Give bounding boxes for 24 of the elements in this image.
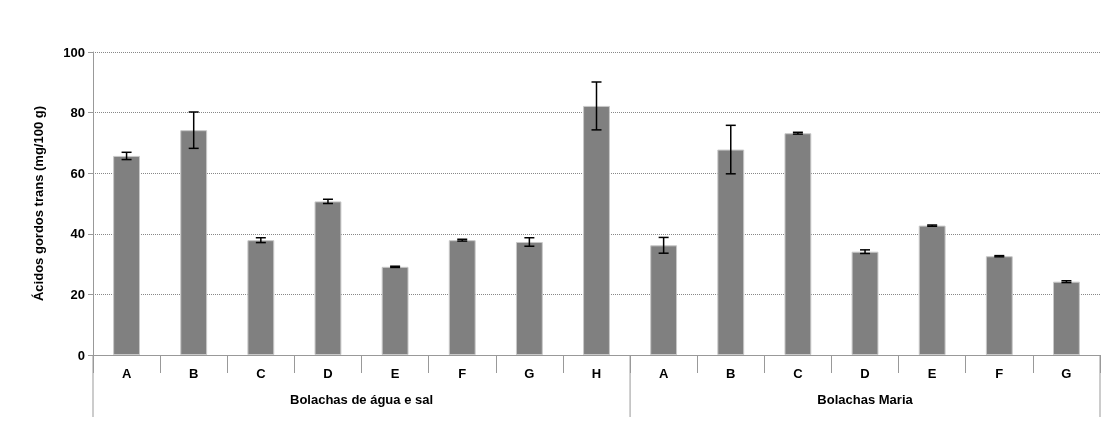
- y-tick-label: 60: [70, 165, 85, 181]
- x-tick-label: G: [524, 366, 535, 381]
- x-tick-label: F: [458, 366, 467, 381]
- y-tick-label: 40: [70, 226, 85, 242]
- x-tick-label: H: [591, 366, 602, 381]
- x-tick-label: C: [256, 366, 267, 381]
- x-tick-label: A: [121, 366, 132, 381]
- text: Bolachas Maria: [817, 391, 914, 407]
- x-tick-label: B: [189, 366, 199, 381]
- x-tick-label: F: [995, 366, 1004, 381]
- x-tick-label: D: [860, 366, 870, 381]
- y-tick-label: 100: [63, 44, 85, 60]
- x-tick-label: B: [726, 366, 736, 381]
- y-tick-label: 80: [70, 105, 85, 121]
- text: Bolachas de água e sal: [289, 391, 434, 407]
- x-tick-label: C: [793, 366, 804, 381]
- x-tick-label: E: [927, 366, 937, 381]
- y-axis-title: Ácidos gordos trans (mg/100 g): [31, 105, 46, 302]
- x-tick-label: E: [390, 366, 400, 381]
- y-tick-label: 20: [70, 286, 85, 302]
- x-tick-label: G: [1061, 366, 1072, 381]
- y-tick-label: 0: [77, 347, 85, 363]
- x-tick-label: A: [658, 366, 669, 381]
- x-tick-label: D: [323, 366, 333, 381]
